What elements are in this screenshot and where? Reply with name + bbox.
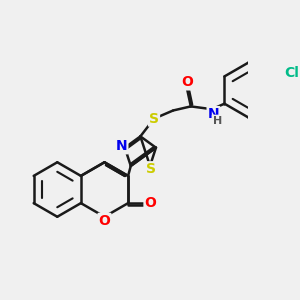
Text: O: O (98, 214, 110, 228)
Text: N: N (208, 107, 219, 121)
Text: N: N (116, 139, 127, 153)
Text: S: S (149, 112, 159, 126)
Text: O: O (181, 75, 193, 89)
Text: O: O (145, 196, 156, 210)
Text: S: S (146, 162, 156, 176)
Text: Cl: Cl (285, 66, 299, 80)
Text: H: H (213, 116, 222, 126)
